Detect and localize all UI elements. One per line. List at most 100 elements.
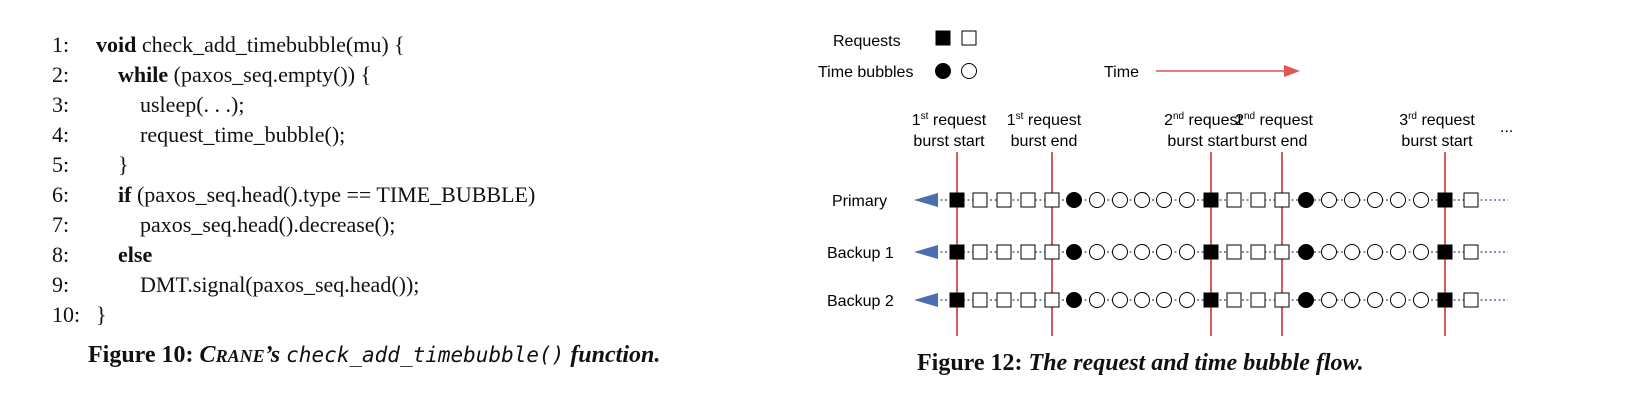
bubble-empty-icon <box>1321 192 1337 208</box>
request-empty-icon <box>1274 192 1290 208</box>
bubble-empty-icon <box>1390 192 1406 208</box>
bubble-filled-icon <box>1298 192 1314 208</box>
legend-request-filled-icon <box>935 30 951 46</box>
figure-10-caption: Figure 10: CRANE’s check_add_timebubble(… <box>88 342 660 369</box>
request-empty-icon <box>1250 192 1266 208</box>
bubble-empty-icon <box>1344 292 1360 308</box>
request-filled-icon <box>1437 244 1453 260</box>
code-text: paxos_seq.head().decrease(); <box>140 212 396 237</box>
code-line: 9: DMT.signal(paxos_seq.head()); <box>52 270 419 300</box>
request-empty-icon <box>996 292 1012 308</box>
figure-10-label: Figure 10: <box>88 342 194 368</box>
line-number: 4: <box>52 122 70 147</box>
request-empty-icon <box>1250 244 1266 260</box>
request-filled-icon <box>1437 192 1453 208</box>
request-empty-icon <box>1226 192 1242 208</box>
bubble-empty-icon <box>1179 292 1195 308</box>
code-line: 4: request_time_bubble(); <box>52 120 345 150</box>
row-arrow-icon <box>914 245 938 259</box>
figure-10-suffix: function. <box>570 342 661 368</box>
row-label: Primary <box>832 193 887 210</box>
request-filled-icon <box>1203 192 1219 208</box>
bubble-empty-icon <box>1112 244 1128 260</box>
replica-row <box>914 244 1508 260</box>
line-number: 8: <box>52 242 70 267</box>
code-text: check_add_timebubble(mu) { <box>141 32 405 57</box>
bubble-empty-icon <box>1367 244 1383 260</box>
bubble-empty-icon <box>1344 244 1360 260</box>
line-number: 2: <box>52 62 70 87</box>
bubble-empty-icon <box>1134 192 1150 208</box>
request-empty-icon <box>1463 192 1479 208</box>
code-text: request_time_bubble(); <box>140 122 346 147</box>
code-line: 6: if (paxos_seq.head().type == TIME_BUBB… <box>52 180 535 210</box>
request-empty-icon <box>1226 292 1242 308</box>
legend-request-empty-icon <box>961 30 977 46</box>
code-line: 2: while (paxos_seq.empty()) { <box>52 60 371 90</box>
marker-label-line1: 2nd request <box>1235 111 1313 129</box>
code-text: usleep(. . .); <box>140 92 245 117</box>
bubble-empty-icon <box>1112 192 1128 208</box>
bubble-empty-icon <box>1321 292 1337 308</box>
bubble-empty-icon <box>1413 244 1429 260</box>
bubble-empty-icon <box>1179 244 1195 260</box>
line-content: request_time_bubble(); <box>96 122 345 147</box>
marker-label-line2: burst start <box>1167 133 1239 150</box>
request-empty-icon <box>972 244 988 260</box>
legend-time-bubbles-label: Time bubbles <box>818 64 913 81</box>
request-empty-icon <box>1044 192 1060 208</box>
bubble-empty-icon <box>1089 292 1105 308</box>
request-empty-icon <box>972 192 988 208</box>
bubble-empty-icon <box>1367 292 1383 308</box>
bubble-empty-icon <box>1134 244 1150 260</box>
marker-label-line2: burst start <box>913 133 985 150</box>
bubble-empty-icon <box>1089 192 1105 208</box>
code-text: (paxos_seq.head().type == TIME_BUBBLE) <box>136 182 536 207</box>
keyword: while <box>118 62 169 87</box>
figure-12-label: Figure 12: <box>917 350 1023 376</box>
line-number: 5: <box>52 152 70 177</box>
line-content: else <box>96 242 152 267</box>
line-content: } <box>96 152 129 177</box>
bubble-empty-icon <box>1390 292 1406 308</box>
request-empty-icon <box>1020 244 1036 260</box>
ellipsis: ... <box>1500 119 1513 136</box>
line-content: paxos_seq.head().decrease(); <box>96 212 395 237</box>
line-number: 10: <box>52 302 81 327</box>
line-content: void check_add_timebubble(mu) { <box>96 32 405 57</box>
figure-12-caption: Figure 12: The request and time bubble f… <box>917 350 1364 377</box>
line-content: usleep(. . .); <box>96 92 244 117</box>
code-text: DMT.signal(paxos_seq.head()); <box>140 272 420 297</box>
request-empty-icon <box>1020 292 1036 308</box>
figure-12-title: The request and time bubble flow. <box>1028 350 1364 376</box>
keyword: else <box>118 242 153 267</box>
line-content: while (paxos_seq.empty()) { <box>96 62 371 87</box>
request-empty-icon <box>1044 292 1060 308</box>
bubble-empty-icon <box>1156 192 1172 208</box>
line-content: if (paxos_seq.head().type == TIME_BUBBLE… <box>96 182 535 207</box>
bubble-empty-icon <box>1112 292 1128 308</box>
request-filled-icon <box>1203 292 1219 308</box>
row-arrow-icon <box>914 193 938 207</box>
bubble-empty-icon <box>1367 192 1383 208</box>
bubble-filled-icon <box>1066 192 1082 208</box>
legend-bubble-filled-icon <box>935 63 951 79</box>
request-filled-icon <box>949 192 965 208</box>
keyword: void <box>96 32 137 57</box>
marker-label-line1: 1st request <box>912 111 987 129</box>
function-name: check_add_timebubble() <box>286 343 565 367</box>
bubble-empty-icon <box>1413 192 1429 208</box>
bubble-filled-icon <box>1298 292 1314 308</box>
request-empty-icon <box>1274 244 1290 260</box>
marker-label-line1: 2nd request <box>1164 111 1242 129</box>
bubble-empty-icon <box>1344 192 1360 208</box>
bubble-empty-icon <box>1134 292 1150 308</box>
request-filled-icon <box>1203 244 1219 260</box>
request-empty-icon <box>972 292 988 308</box>
marker-label-line1: 1st request <box>1007 111 1082 129</box>
code-text: } <box>118 152 129 177</box>
request-empty-icon <box>1274 292 1290 308</box>
line-number: 6: <box>52 182 70 207</box>
replica-row <box>914 292 1508 308</box>
